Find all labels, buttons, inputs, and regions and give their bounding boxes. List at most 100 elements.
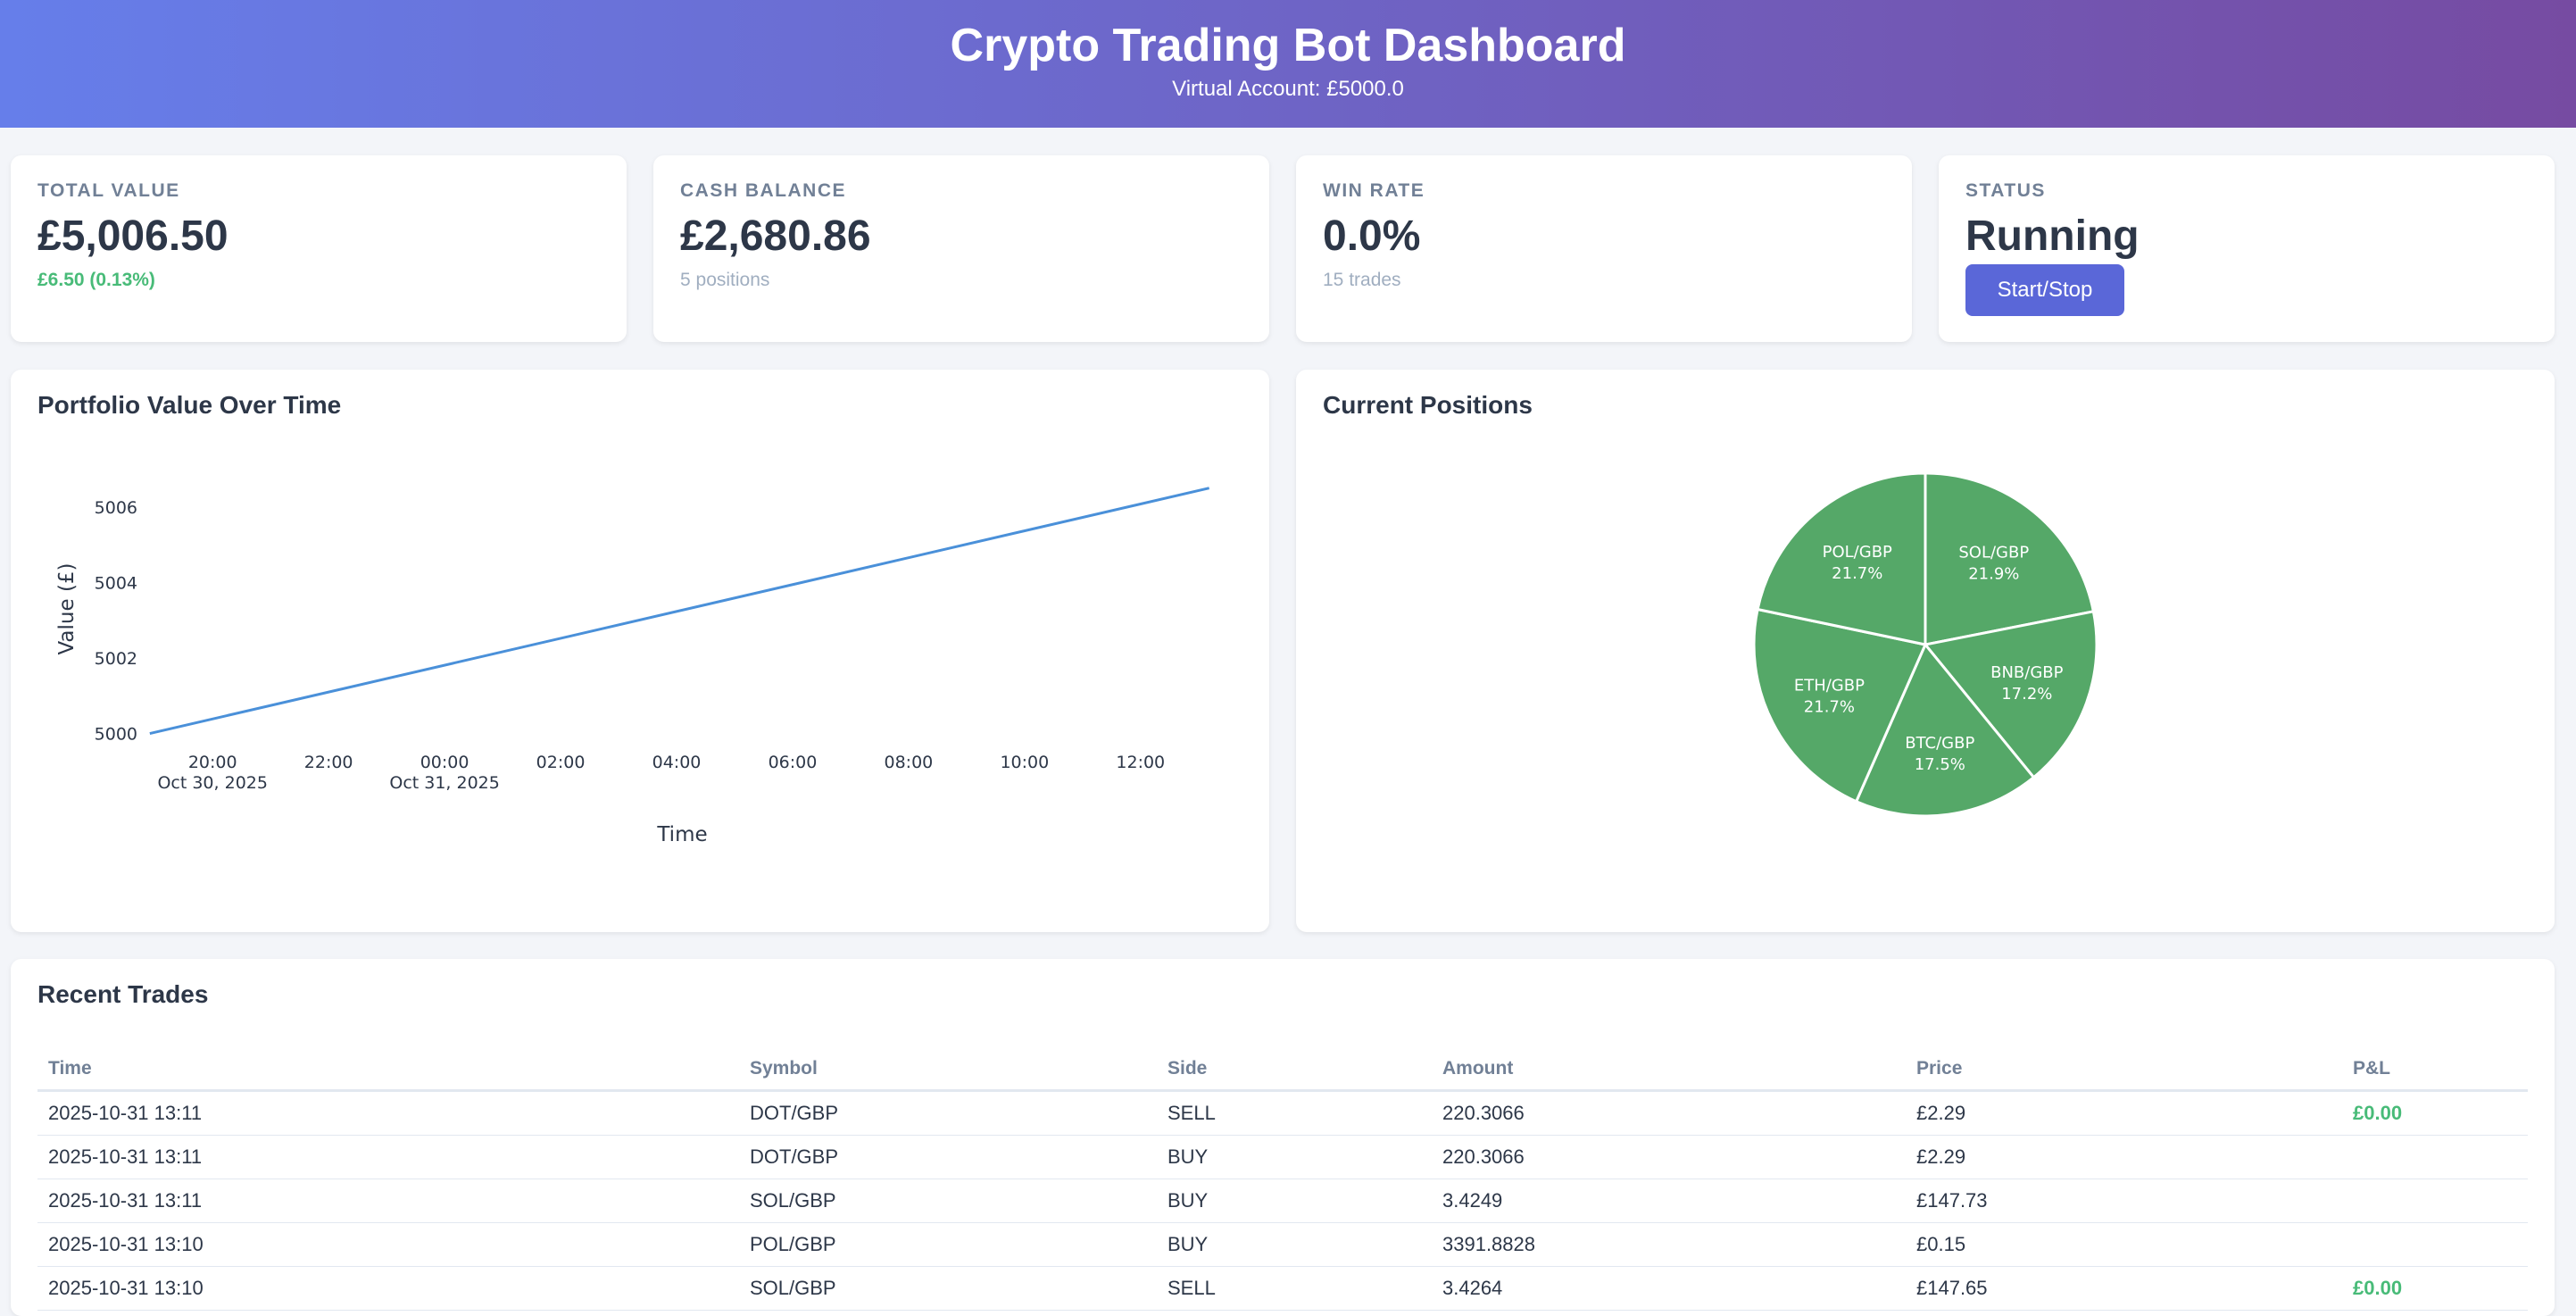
pie-slice xyxy=(1854,642,2036,818)
cell-symbol: SOL/GBP xyxy=(739,1179,1157,1223)
cell-price: £0.15 xyxy=(1906,1222,2342,1267)
portfolio-chart-title: Portfolio Value Over Time xyxy=(37,391,342,419)
cell-side: SELL xyxy=(1157,1266,1432,1311)
cell-pnl xyxy=(2342,1135,2528,1179)
pie-slice-percent: 21.7% xyxy=(1832,564,1882,583)
pie-slice xyxy=(1752,607,1928,804)
cell-side: BUY xyxy=(1157,1222,1432,1267)
cell-pnl: £0.00 xyxy=(2342,1090,2528,1136)
recent-trades-title: Recent Trades xyxy=(37,980,209,1008)
cell-side: BUY xyxy=(1157,1135,1432,1179)
recent-trades-card: Recent Trades Time Symbol Side Amount Pr… xyxy=(11,959,2555,1316)
cell-symbol: SOL/GBP xyxy=(739,1266,1157,1311)
table-row: 2025-10-31 13:10 POL/GBP BUY 3391.8828 £0.15 xyxy=(37,1222,2528,1267)
portfolio-value-line xyxy=(149,487,1210,736)
pie-slice-percent: 17.5% xyxy=(1915,755,1965,774)
column-header-amount: Amount xyxy=(1432,1048,1906,1092)
cell-symbol: POL/GBP xyxy=(739,1222,1157,1267)
cell-time: 2025-10-31 13:10 xyxy=(37,1266,739,1311)
cell-price: £147.65 xyxy=(1906,1266,2342,1311)
win-rate-label: WIN RATE xyxy=(1323,180,1425,201)
trades-table: Time Symbol Side Amount Price P&L 2025-1… xyxy=(37,1048,2528,1311)
cell-time: 2025-10-31 13:11 xyxy=(37,1179,739,1223)
x-tick-label: 02:00 xyxy=(536,753,586,772)
x-tick-label: 04:00 xyxy=(652,753,702,772)
positions-count: 5 positions xyxy=(680,270,770,290)
trades-header-row: Time Symbol Side Amount Price P&L xyxy=(37,1048,2528,1092)
cell-price: £147.73 xyxy=(1906,1179,2342,1223)
column-header-pnl: P&L xyxy=(2342,1048,2528,1092)
cash-balance-amount: £2,680.86 xyxy=(680,212,871,260)
cell-price: £2.29 xyxy=(1906,1090,2342,1136)
pie-slice-label: ETH/GBP xyxy=(1794,676,1865,695)
column-header-time: Time xyxy=(37,1048,739,1092)
pie-slice xyxy=(1924,471,2096,646)
x-tick-label: 06:00 xyxy=(769,753,818,772)
x-tick-label: 10:00 xyxy=(1000,753,1049,772)
dashboard-header: Crypto Trading Bot Dashboard Virtual Acc… xyxy=(0,0,2576,128)
x-tick-label: 20:00 xyxy=(188,753,237,772)
cell-pnl xyxy=(2342,1222,2528,1267)
start-stop-button[interactable]: Start/Stop xyxy=(1965,264,2124,316)
y-tick-label: 5002 xyxy=(95,649,137,669)
total-value-amount: £5,006.50 xyxy=(37,212,229,260)
cell-amount: 220.3066 xyxy=(1432,1090,1906,1136)
x-tick-label: 08:00 xyxy=(885,753,934,772)
win-rate-card: WIN RATE 0.0% 15 trades xyxy=(1296,155,1912,342)
pie-slice-label: SOL/GBP xyxy=(1958,544,2029,562)
pie-slice-percent: 21.9% xyxy=(1968,565,2019,584)
cell-symbol: DOT/GBP xyxy=(739,1135,1157,1179)
x-tick-label: 22:00 xyxy=(304,753,353,772)
positions-chart-card: Current Positions SOL/GBP 21.9% BNB/GBP 17.… xyxy=(1296,370,2555,932)
portfolio-chart-card: Portfolio Value Over Time Value (£) Time… xyxy=(11,370,1269,932)
table-row: 2025-10-31 13:10 SOL/GBP SELL 3.4264 £147.65… xyxy=(37,1266,2528,1311)
cell-time: 2025-10-31 13:11 xyxy=(37,1135,739,1179)
column-header-price: Price xyxy=(1906,1048,2342,1092)
x-tick-label: 00:00 xyxy=(420,753,469,772)
positions-chart-title: Current Positions xyxy=(1323,391,1533,419)
page-title: Crypto Trading Bot Dashboard xyxy=(950,20,1626,71)
x-tick-date-label: Oct 30, 2025 xyxy=(157,773,268,793)
column-header-side: Side xyxy=(1157,1048,1432,1092)
pie-slice-label: POL/GBP xyxy=(1823,543,1892,562)
cash-balance-card: CASH BALANCE £2,680.86 5 positions xyxy=(653,155,1269,342)
cell-time: 2025-10-31 13:11 xyxy=(37,1090,739,1136)
pie-slice-percent: 17.2% xyxy=(2001,685,2052,704)
pie-slice xyxy=(1923,610,2098,779)
pie-slice xyxy=(1756,471,1927,646)
y-axis-label: Value (£) xyxy=(55,562,79,654)
cell-amount: 3.4249 xyxy=(1432,1179,1906,1223)
cell-amount: 3391.8828 xyxy=(1432,1222,1906,1267)
win-rate-value: 0.0% xyxy=(1323,212,1421,260)
pie-slice-percent: 21.7% xyxy=(1804,697,1855,716)
y-tick-label: 5006 xyxy=(95,498,137,518)
status-card: STATUS Running Start/Stop xyxy=(1939,155,2555,342)
total-value-label: TOTAL VALUE xyxy=(37,180,180,201)
cell-side: SELL xyxy=(1157,1090,1432,1136)
status-label: STATUS xyxy=(1965,180,2046,201)
cell-pnl: £0.00 xyxy=(2342,1266,2528,1311)
positions-pie-chart: SOL/GBP 21.9% BNB/GBP 17.2% BTC/GBP 17.5% ETH/… xyxy=(1752,471,2098,818)
pie-slice-label: BTC/GBP xyxy=(1905,734,1974,753)
table-row: 2025-10-31 13:11 SOL/GBP BUY 3.4249 £147.73 xyxy=(37,1179,2528,1223)
y-tick-label: 5000 xyxy=(95,725,137,745)
cell-pnl xyxy=(2342,1179,2528,1223)
y-tick-label: 5004 xyxy=(95,573,137,593)
trades-count: 15 trades xyxy=(1323,270,1401,290)
total-value-card: TOTAL VALUE £5,006.50 £6.50 (0.13%) xyxy=(11,155,627,342)
x-axis-label: Time xyxy=(656,823,707,846)
table-row: 2025-10-31 13:11 DOT/GBP SELL 220.3066 £2.29… xyxy=(37,1090,2528,1136)
cell-side: BUY xyxy=(1157,1179,1432,1223)
portfolio-line-chart: Value (£) Time 500050025004500620:00Oct … xyxy=(55,487,1210,846)
status-value: Running xyxy=(1965,212,2140,260)
cell-amount: 220.3066 xyxy=(1432,1135,1906,1179)
table-row: 2025-10-31 13:11 DOT/GBP BUY 220.3066 £2.29 xyxy=(37,1135,2528,1179)
pie-slice-label: BNB/GBP xyxy=(1990,663,2064,682)
cell-price: £2.29 xyxy=(1906,1135,2342,1179)
cell-symbol: DOT/GBP xyxy=(739,1090,1157,1136)
cash-balance-label: CASH BALANCE xyxy=(680,180,846,201)
x-tick-date-label: Oct 31, 2025 xyxy=(389,773,500,793)
cell-time: 2025-10-31 13:10 xyxy=(37,1222,739,1267)
cell-amount: 3.4264 xyxy=(1432,1266,1906,1311)
column-header-symbol: Symbol xyxy=(739,1048,1157,1092)
